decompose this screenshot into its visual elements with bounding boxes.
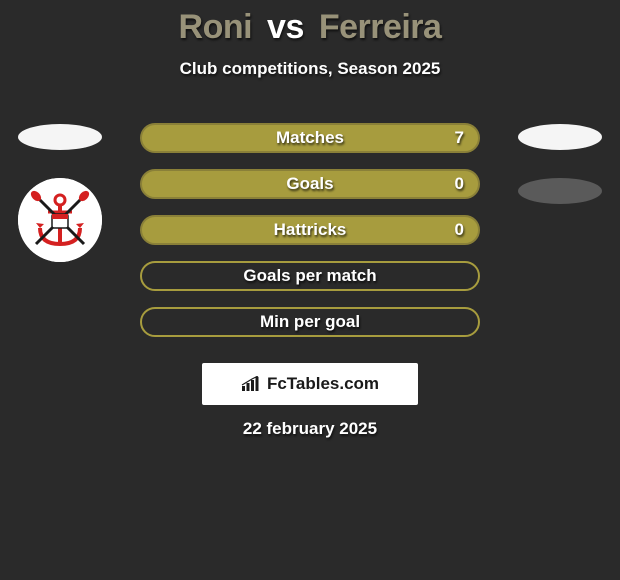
player2-name: Ferreira [319, 8, 442, 46]
stats-section: Matches 7 Goals 0 Hattricks 0 Goals per match M… [0, 115, 620, 345]
stat-value-right: 0 [455, 174, 464, 194]
stat-row: Min per goal [0, 299, 620, 345]
watermark-text: FcTables.com [267, 374, 379, 394]
stat-label: Matches [276, 128, 344, 148]
stat-row: Goals per match [0, 253, 620, 299]
stat-value-right: 0 [455, 220, 464, 240]
stat-row: Goals 0 [0, 161, 620, 207]
comparison-card: Roni vs Ferreira Club competitions, Seas… [0, 0, 620, 439]
stat-row: Matches 7 [0, 115, 620, 161]
stat-bar: Matches 7 [140, 123, 480, 153]
stat-label: Min per goal [260, 312, 360, 332]
page-title: Roni vs Ferreira [0, 8, 620, 47]
stat-row: Hattricks 0 [0, 207, 620, 253]
stat-bar: Hattricks 0 [140, 215, 480, 245]
stat-label: Hattricks [274, 220, 347, 240]
stat-bar: Min per goal [140, 307, 480, 337]
watermark: FcTables.com [202, 363, 418, 405]
stat-bar: Goals 0 [140, 169, 480, 199]
player1-name: Roni [179, 8, 253, 46]
subtitle: Club competitions, Season 2025 [0, 59, 620, 79]
chart-icon [241, 376, 261, 392]
stat-label: Goals [286, 174, 333, 194]
vs-label: vs [267, 8, 304, 46]
stat-value-right: 7 [455, 128, 464, 148]
stat-bar: Goals per match [140, 261, 480, 291]
stat-label: Goals per match [243, 266, 376, 286]
date-label: 22 february 2025 [0, 419, 620, 439]
